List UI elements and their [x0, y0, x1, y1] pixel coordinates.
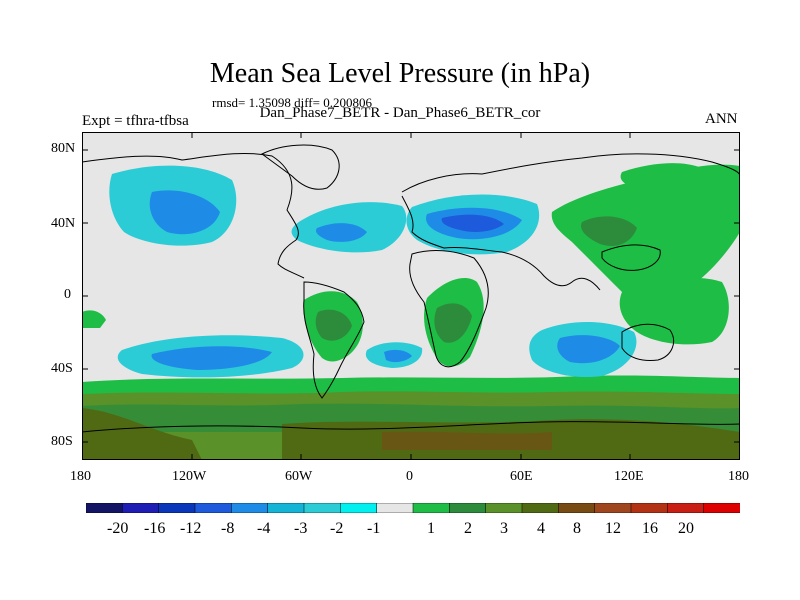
- colorbar-label: 3: [500, 520, 508, 537]
- coastlines: [82, 144, 740, 433]
- colorbar-label: -12: [180, 520, 202, 537]
- greenland-coast: [261, 144, 340, 190]
- africa-coast: [409, 250, 489, 368]
- colorbar-swatch: [194, 503, 232, 513]
- east-pacific-positive-patch: [82, 310, 106, 328]
- east-asia-positive-anomaly: [551, 164, 740, 305]
- south-america-coast: [303, 281, 365, 399]
- lon-tick-label: 120E: [614, 469, 644, 484]
- lon-tick-label: 60E: [510, 469, 533, 484]
- colorbar-swatch: [376, 503, 414, 513]
- lon-tick-label: 180: [70, 469, 91, 484]
- colorbar-label: -16: [144, 520, 166, 537]
- colorbar: [86, 503, 740, 513]
- colorbar-swatch: [703, 503, 740, 513]
- colorbar-swatch: [86, 503, 123, 513]
- pressure-difference-map: [82, 132, 740, 460]
- colorbar-label: 1: [427, 520, 435, 537]
- colorbar-swatch: [558, 503, 596, 513]
- north-america-coast: [82, 152, 305, 279]
- colorbar-swatch: [231, 503, 269, 513]
- eurasia-north-coast: [401, 153, 740, 193]
- colorbar-label: 16: [642, 520, 658, 537]
- colorbar-label: 4: [537, 520, 545, 537]
- east-asia-core: [581, 216, 637, 247]
- lat-tick-label: 80S: [51, 434, 73, 449]
- antarctic-brown-patch: [82, 408, 202, 460]
- colorbar-label: -4: [257, 520, 271, 537]
- north-pacific-core: [149, 190, 220, 235]
- antarctic-brown-core: [382, 431, 552, 450]
- colorbar-label: -20: [107, 520, 129, 537]
- colorbar-label: -3: [294, 520, 308, 537]
- australia-coast: [621, 323, 674, 361]
- north-atlantic-core: [316, 223, 367, 242]
- lat-tick-label: 80N: [51, 141, 76, 156]
- colorbar-swatch: [521, 503, 559, 513]
- africa-core: [434, 303, 472, 343]
- east-asia-coast: [601, 244, 661, 271]
- colorbar-label: 8: [573, 520, 581, 537]
- colorbar-swatch: [303, 503, 341, 513]
- colorbar-swatch: [122, 503, 160, 513]
- colorbar-swatch: [594, 503, 632, 513]
- colorbar-label: -1: [367, 520, 381, 537]
- lon-tick-label: 120W: [172, 469, 207, 484]
- axis-ticks: [82, 132, 740, 460]
- plot-title: Mean Sea Level Pressure (in hPa): [209, 58, 591, 89]
- lon-tick-label: 60W: [285, 469, 313, 484]
- lat-tick-label: 0: [64, 287, 71, 302]
- eurasia-south-coast: [401, 195, 601, 291]
- lon-tick-label: 180: [728, 469, 749, 484]
- siberia-positive-patch: [620, 163, 702, 191]
- antarctica-coast: [82, 421, 740, 433]
- colorbar-swatch: [485, 503, 523, 513]
- lon-tick-label: 0: [406, 469, 413, 484]
- south-pacific-core: [151, 346, 272, 370]
- colorbar-swatch: [449, 503, 487, 513]
- lat-tick-label: 40N: [51, 216, 76, 231]
- south-america-core: [315, 309, 352, 341]
- south-atlantic-core: [384, 349, 412, 363]
- plot-subtitle: Dan_Phase7_BETR - Dan_Phase6_BETR_cor: [259, 105, 541, 121]
- colorbar-label: 12: [605, 520, 621, 537]
- colorbar-swatches: [86, 503, 740, 513]
- colorbar-swatch: [158, 503, 196, 513]
- colorbar-swatch: [267, 503, 305, 513]
- season-label: ANN: [705, 111, 738, 127]
- colorbar-label: -8: [221, 520, 235, 537]
- australia-positive-anomaly: [619, 277, 729, 345]
- experiment-label: Expt = tfhra-tfbsa: [82, 113, 189, 129]
- colorbar-label: 2: [464, 520, 472, 537]
- colorbar-swatch: [412, 503, 450, 513]
- lat-tick-label: 40S: [51, 361, 73, 376]
- colorbar-swatch: [630, 503, 668, 513]
- indian-ocean-core: [557, 335, 620, 364]
- colorbar-swatch: [667, 503, 705, 513]
- rmsd-diff-stats: rmsd= 1.35098 diff= 0.200806: [212, 95, 372, 110]
- colorbar-label: -2: [330, 520, 344, 537]
- colorbar-swatch: [340, 503, 378, 513]
- eurasia-deep-core: [441, 214, 504, 232]
- colorbar-label: 20: [678, 520, 694, 537]
